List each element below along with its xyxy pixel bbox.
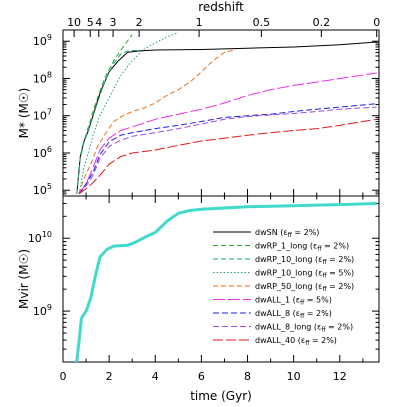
x-tick-label: 2 bbox=[106, 370, 113, 383]
top-y-axis-label: M* (M☉) bbox=[17, 88, 31, 139]
x-tick-label: 0 bbox=[60, 370, 67, 383]
legend-entry: dwALL_8 (εff = 2%) bbox=[255, 309, 332, 320]
x-axis-label: time (Gyr) bbox=[190, 389, 252, 403]
series-line-1-0 bbox=[74, 202, 377, 362]
legend-entry: dwALL_8_long (εff = 2%) bbox=[255, 323, 353, 334]
redshift-tick-label: 5 bbox=[87, 16, 94, 29]
redshift-tick-label: 0.2 bbox=[313, 16, 331, 29]
redshift-tick-label: 0.5 bbox=[253, 16, 271, 29]
legend-entry: dwALL_40 (εff = 2%) bbox=[255, 336, 337, 347]
x-tick-label: 4 bbox=[152, 370, 159, 383]
y-tick-label: 105 bbox=[33, 182, 52, 197]
series-line-0-8 bbox=[78, 118, 377, 195]
x-tick-label: 6 bbox=[198, 370, 205, 383]
series-line-0-6 bbox=[78, 103, 377, 195]
series-line-0-2 bbox=[76, 49, 137, 194]
legend-entry: dwALL_1 (εff = 5%) bbox=[255, 296, 332, 307]
redshift-tick-label: 2 bbox=[136, 16, 143, 29]
bottom-y-axis-label: Mvir (M☉) bbox=[17, 249, 31, 309]
redshift-tick-label: 0 bbox=[373, 16, 380, 29]
legend-entry: dwRP_1_long (εff = 2%) bbox=[255, 242, 349, 253]
bottom-panel-ticks: 109 1010 0 2 4 6 8 10 12 bbox=[28, 196, 379, 383]
y-tick-label: 1010 bbox=[28, 230, 52, 245]
bottom-panel-series bbox=[74, 202, 377, 362]
bottom-panel-frame bbox=[62, 195, 380, 363]
redshift-tick-label: 3 bbox=[110, 16, 117, 29]
redshift-tick-label: 1 bbox=[196, 16, 203, 29]
redshift-tick-label: 10 bbox=[67, 16, 81, 29]
y-tick-label: 106 bbox=[33, 145, 52, 160]
series-line-0-7 bbox=[78, 106, 377, 195]
y-tick-label: 109 bbox=[33, 303, 52, 318]
legend: dwSN (εff = 2%) dwRP_1_long (εff = 2%) dwR… bbox=[213, 228, 354, 347]
x-tick-label: 10 bbox=[287, 370, 301, 383]
series-line-0-3 bbox=[78, 32, 179, 194]
top-axis-label: redshift bbox=[198, 0, 244, 14]
redshift-tick-label: 4 bbox=[95, 16, 102, 29]
y-tick-label: 108 bbox=[33, 70, 52, 85]
series-line-0-5 bbox=[78, 72, 377, 195]
y-tick-label: 107 bbox=[33, 108, 52, 123]
y-tick-label: 109 bbox=[33, 33, 52, 48]
series-line-0-4 bbox=[78, 49, 237, 194]
series-line-0-0 bbox=[76, 41, 377, 194]
legend-entry: dwSN (εff = 2%) bbox=[255, 228, 319, 239]
legend-entry: dwRP_50_long (εff = 2%) bbox=[255, 282, 354, 293]
x-tick-label: 12 bbox=[333, 370, 347, 383]
legend-entry: dwRP_10_long (εff = 5%) bbox=[255, 269, 354, 280]
legend-entry: dwRP_10_long (εff = 2%) bbox=[255, 255, 354, 266]
x-tick-label: 8 bbox=[244, 370, 251, 383]
top-panel-series bbox=[76, 32, 377, 195]
